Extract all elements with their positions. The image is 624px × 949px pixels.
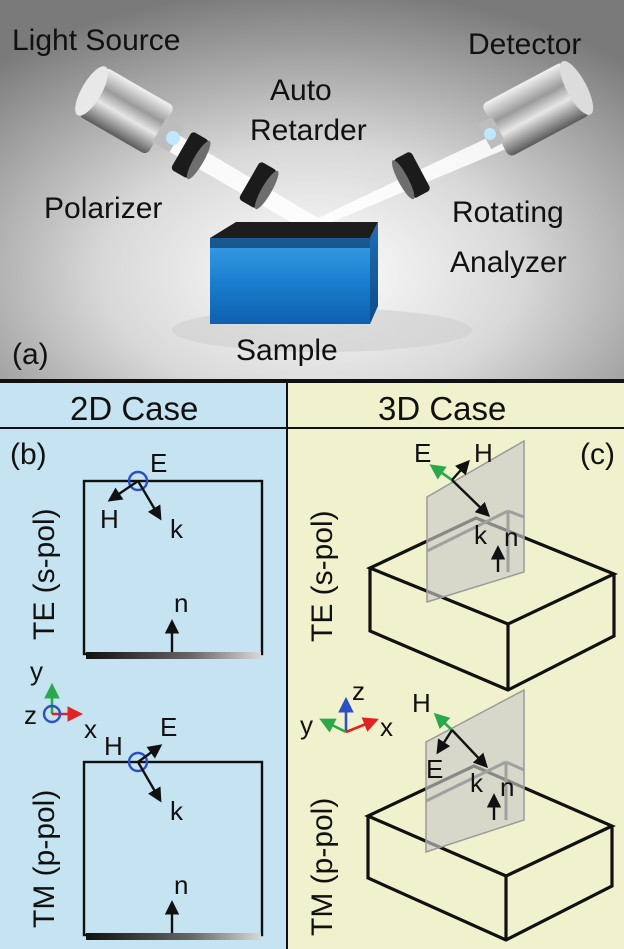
panel-a: Light Source Detector Auto Retarder Pola… bbox=[0, 0, 624, 380]
axis-2d-x-label: x bbox=[84, 714, 97, 744]
tm-3d-interface-line-1 bbox=[425, 760, 507, 803]
tm-2d-box: H E k n bbox=[82, 712, 264, 940]
tm-2d-n-label: n bbox=[174, 870, 188, 900]
tm-3d-h-label: H bbox=[412, 688, 431, 718]
detector-label: Detector bbox=[468, 28, 581, 61]
te-2d-k-arrow bbox=[136, 480, 162, 521]
polarizer-label: Polarizer bbox=[44, 192, 162, 225]
sample-block bbox=[172, 222, 472, 352]
panel-a-tag: (a) bbox=[12, 338, 49, 371]
te-2d-box: E H k n bbox=[82, 448, 264, 659]
axis-3d-y-label: y bbox=[300, 710, 313, 740]
te-3d-h-arrow bbox=[451, 459, 470, 481]
tm-3d-k-arrow bbox=[451, 729, 488, 769]
axis-3d-y bbox=[319, 718, 347, 734]
panel-divider-horizontal bbox=[0, 379, 624, 383]
tm-2d-k-arrow bbox=[136, 761, 162, 803]
tm-3d-k-label: k bbox=[470, 768, 484, 798]
axes-2d: y z x bbox=[24, 656, 97, 744]
tm-3d-n-label: n bbox=[500, 772, 514, 802]
panel-c-header: 3D Case bbox=[378, 390, 506, 427]
te-2d-e-label: E bbox=[150, 448, 167, 478]
rotating-analyzer-label-2: Analyzer bbox=[450, 246, 567, 279]
tm-3d-e-arrow bbox=[436, 729, 454, 755]
panel-b-background bbox=[0, 383, 286, 949]
panel-b-tag: (b) bbox=[10, 438, 47, 471]
light-source-device bbox=[75, 66, 184, 154]
te-3d-interface-line-1 bbox=[426, 509, 509, 553]
axis-2d-z-label: z bbox=[24, 700, 37, 730]
auto-retarder-label-2: Retarder bbox=[250, 114, 367, 147]
panel-divider-vertical bbox=[286, 383, 288, 949]
axis-3d-z-label: z bbox=[352, 676, 365, 706]
te-2d-substrate bbox=[86, 652, 261, 659]
te-3d-side-label: TE (s-pol) bbox=[306, 510, 339, 642]
te-3d-e-label: E bbox=[414, 438, 431, 468]
detector-device bbox=[478, 61, 594, 156]
te-3d-interface-line-2 bbox=[507, 509, 525, 519]
tm-2d-substrate bbox=[86, 933, 261, 940]
tm-3d-scene: H E k n bbox=[364, 688, 616, 942]
te-2d-e-field-circle bbox=[127, 470, 149, 492]
te-3d-k-label: k bbox=[474, 520, 488, 550]
axes-3d: z y x bbox=[300, 676, 393, 742]
axis-2d-z bbox=[42, 704, 62, 724]
te-2d-h-arrow bbox=[107, 480, 139, 502]
te-3d-scene: E H k n bbox=[366, 438, 618, 692]
te-2d-n-label: n bbox=[174, 588, 188, 618]
axis-3d-x bbox=[345, 717, 379, 734]
axis-2d-y-label: y bbox=[30, 656, 43, 686]
tm-2d-h-field-circle bbox=[127, 751, 149, 773]
analyzer-optic bbox=[391, 152, 430, 200]
panel-b: 2D Case (b) E H k n TE (s-pol) y z x bbox=[0, 383, 286, 949]
tm-3d-e-label: E bbox=[426, 754, 443, 784]
tm-3d-h-arrow bbox=[433, 712, 453, 731]
polarizer-optic-1 bbox=[171, 132, 211, 180]
panel-c-tag: (c) bbox=[580, 438, 615, 471]
rotating-analyzer-label-1: Rotating bbox=[452, 196, 564, 229]
sample-label: Sample bbox=[236, 334, 338, 367]
tm-2d-h-label: H bbox=[104, 731, 123, 761]
tm-2d-e-arrow bbox=[137, 744, 163, 763]
te-3d-n-label: n bbox=[504, 522, 518, 552]
te-2d-k-label: k bbox=[170, 514, 184, 544]
tm-2d-side-label: TM (p-pol) bbox=[28, 790, 61, 928]
panel-c: 3D Case (c) E H k n TE (s-pol) bbox=[288, 383, 624, 949]
tm-3d-side-label: TM (p-pol) bbox=[306, 798, 339, 936]
te-3d-k-arrow bbox=[451, 479, 491, 518]
light-source-label: Light Source bbox=[12, 24, 180, 57]
axis-3d-x-label: x bbox=[380, 712, 393, 742]
te-2d-side-label: TE (s-pol) bbox=[28, 508, 61, 640]
te-3d-e-arrow bbox=[429, 464, 453, 482]
te-2d-h-label: H bbox=[100, 504, 119, 534]
te-3d-plane bbox=[426, 439, 525, 604]
tm-2d-k-label: k bbox=[170, 796, 184, 826]
polarizer-optic-2 bbox=[239, 162, 279, 210]
tm-2d-e-label: E bbox=[160, 712, 177, 742]
panel-b-header: 2D Case bbox=[70, 390, 198, 427]
auto-retarder-label-1: Auto bbox=[270, 74, 332, 107]
te-3d-h-label: H bbox=[474, 438, 493, 468]
tm-3d-interface-line-2 bbox=[505, 760, 525, 772]
